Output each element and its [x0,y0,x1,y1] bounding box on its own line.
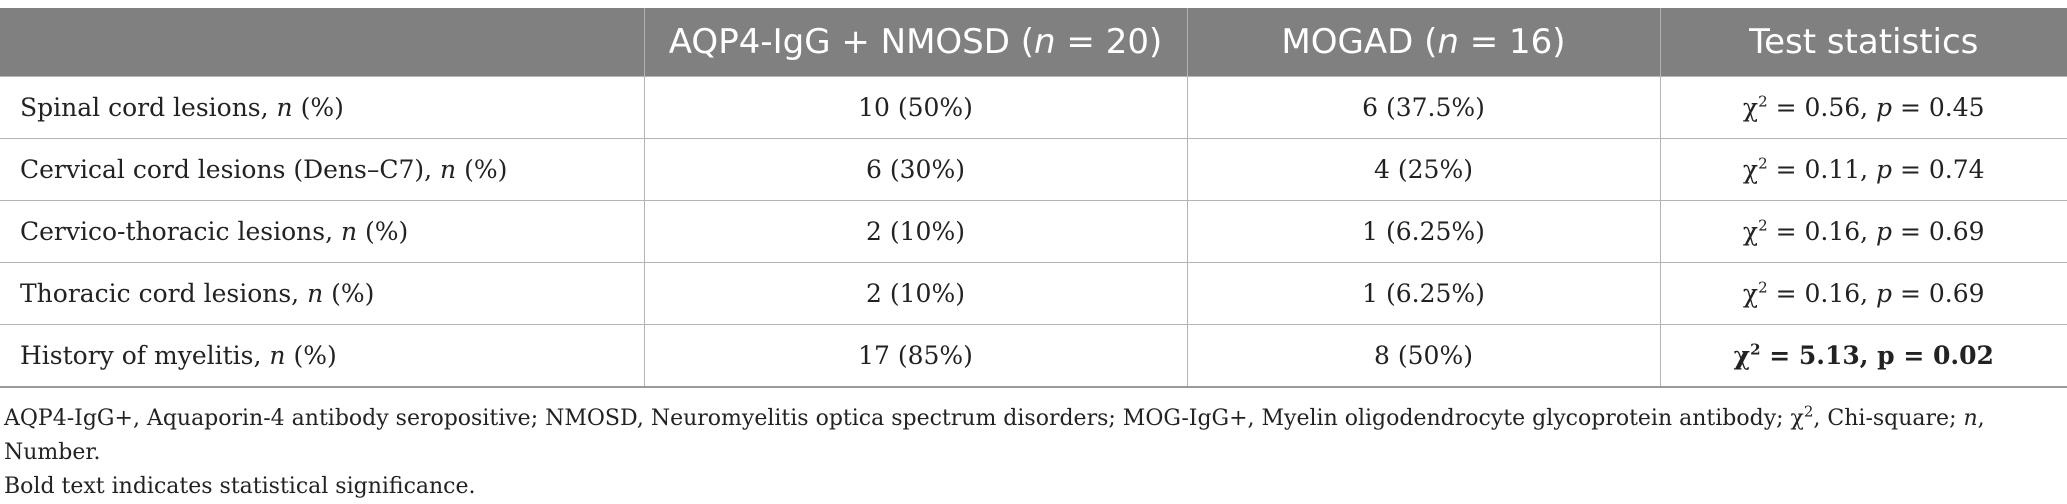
header-cell-aqp4: AQP4-IgG + NMOSD (n = 20) [643,8,1188,77]
row-label: Thoracic cord lesions, n (%) [0,262,645,325]
table-row: Cervico-thoracic lesions, n (%) 2 (10%) … [0,200,2067,263]
results-table: AQP4-IgG + NMOSD (n = 20) MOGAD (n = 16)… [0,8,2067,388]
aqp4-value: 10 (50%) [643,76,1188,139]
table-row: History of myelitis, n (%) 17 (85%) 8 (5… [0,324,2067,388]
table-row: Spinal cord lesions, n (%) 10 (50%) 6 (3… [0,76,2067,139]
test-statistic-significant: χ2 = 5.13, p = 0.02 [1659,324,2067,388]
table-row: Cervical cord lesions (Dens–C7), n (%) 6… [0,138,2067,201]
aqp4-value: 17 (85%) [643,324,1188,388]
test-statistic: χ2 = 0.11, p = 0.74 [1659,138,2067,201]
row-label: Cervico-thoracic lesions, n (%) [0,200,645,263]
mogad-value: 4 (25%) [1186,138,1661,201]
footnote-abbreviations: AQP4-IgG+, Aquaporin-4 antibody seroposi… [4,402,1985,465]
row-label: Spinal cord lesions, n (%) [0,76,645,139]
header-cell-test-statistics: Test statistics [1659,8,2067,77]
row-label: History of myelitis, n (%) [0,324,645,388]
results-table-container: AQP4-IgG + NMOSD (n = 20) MOGAD (n = 16)… [0,8,2067,388]
aqp4-value: 6 (30%) [643,138,1188,201]
mogad-value: 1 (6.25%) [1186,262,1661,325]
header-cell-mogad: MOGAD (n = 16) [1186,8,1661,77]
mogad-value: 6 (37.5%) [1186,76,1661,139]
table-footnote: AQP4-IgG+, Aquaporin-4 antibody seroposi… [4,402,2054,504]
table-header-row: AQP4-IgG + NMOSD (n = 20) MOGAD (n = 16)… [0,8,2067,77]
footnote-significance: Bold text indicates statistical signific… [4,474,476,499]
aqp4-value: 2 (10%) [643,262,1188,325]
header-cell-label [0,8,645,77]
test-statistic: χ2 = 0.56, p = 0.45 [1659,76,2067,139]
test-statistic: χ2 = 0.16, p = 0.69 [1659,262,2067,325]
aqp4-value: 2 (10%) [643,200,1188,263]
row-label: Cervical cord lesions (Dens–C7), n (%) [0,138,645,201]
table-row: Thoracic cord lesions, n (%) 2 (10%) 1 (… [0,262,2067,325]
mogad-value: 8 (50%) [1186,324,1661,388]
test-statistic: χ2 = 0.16, p = 0.69 [1659,200,2067,263]
mogad-value: 1 (6.25%) [1186,200,1661,263]
